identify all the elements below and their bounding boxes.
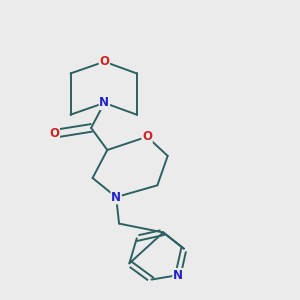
Text: N: N (99, 96, 110, 110)
Text: N: N (173, 268, 183, 282)
Text: O: O (49, 127, 59, 140)
Text: O: O (99, 55, 110, 68)
Text: O: O (142, 130, 152, 143)
Text: N: N (111, 190, 121, 204)
